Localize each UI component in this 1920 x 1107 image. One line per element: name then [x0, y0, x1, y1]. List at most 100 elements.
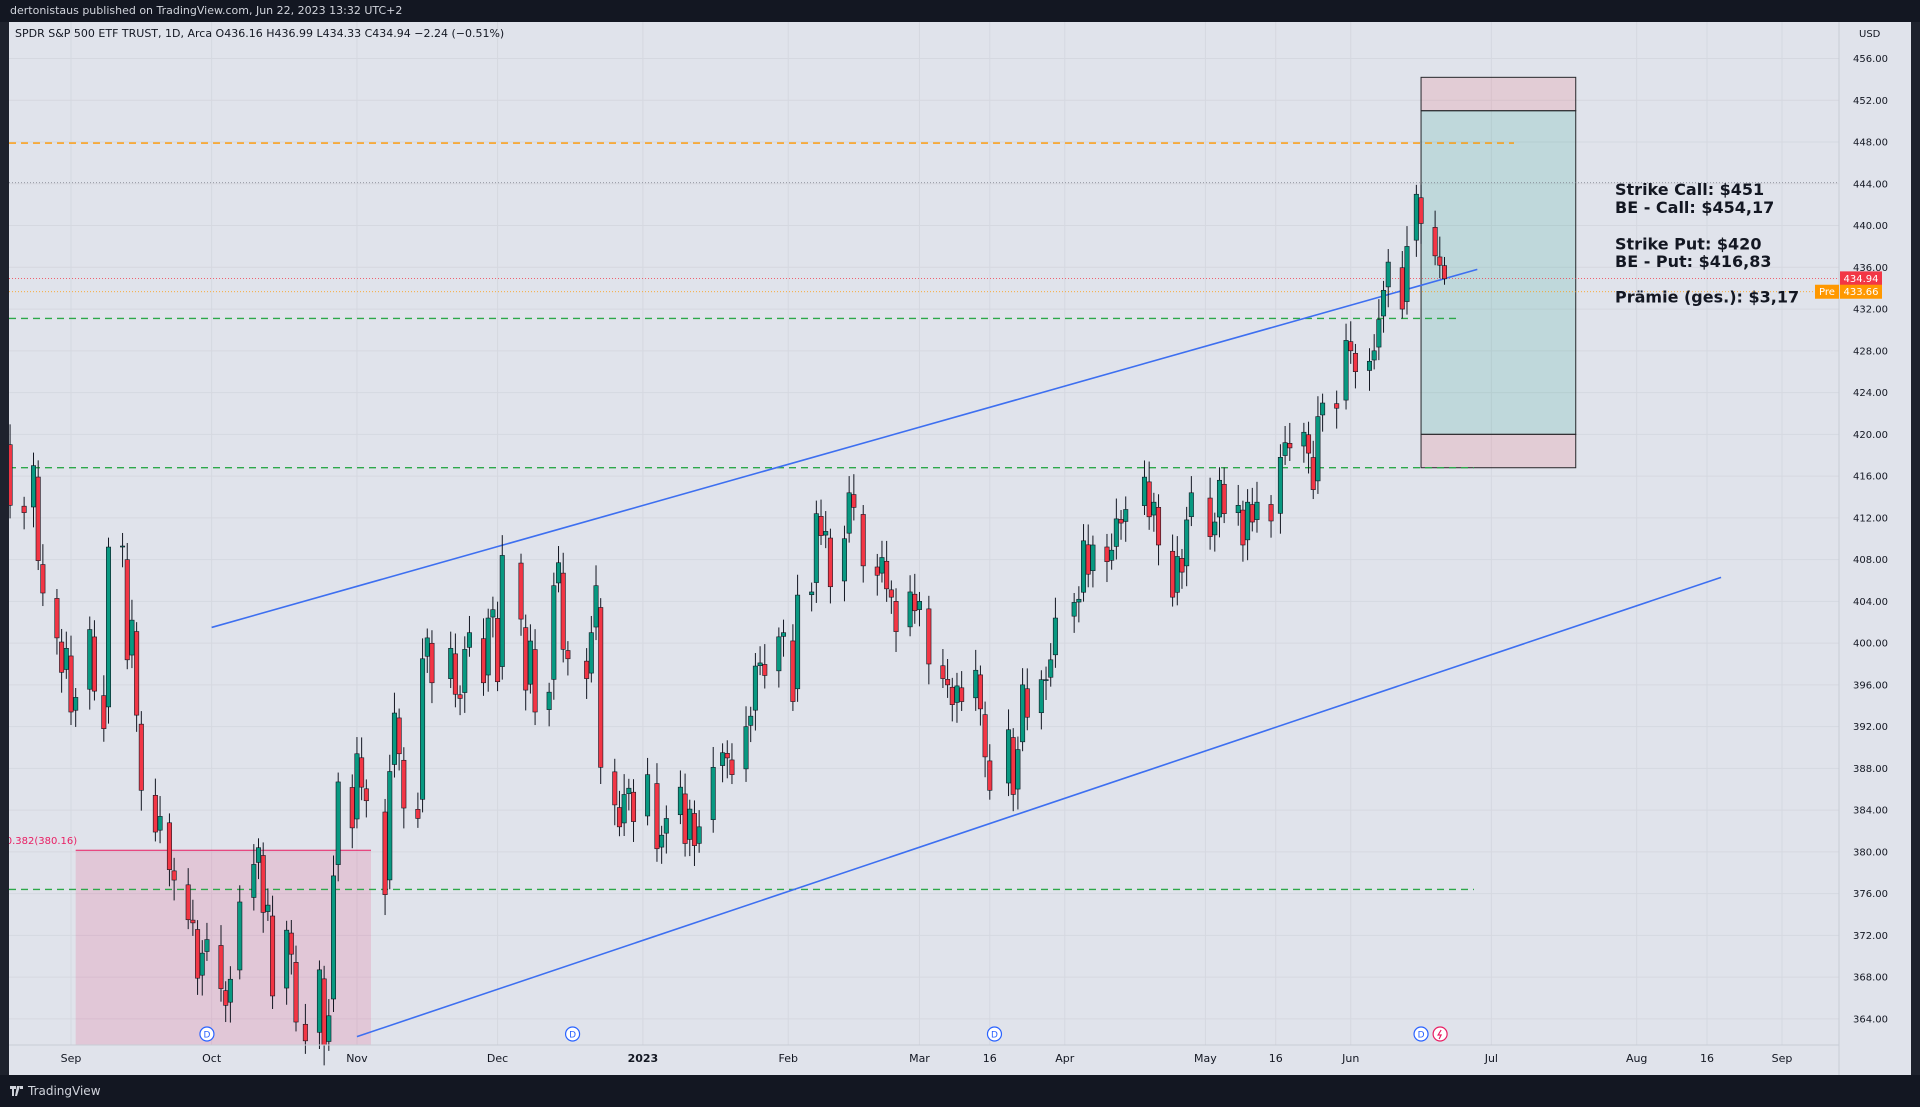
- x-tick-label: 16: [983, 1052, 997, 1065]
- candle: [1310, 440, 1316, 500]
- dividend-marker[interactable]: [1413, 1026, 1429, 1042]
- candle-body: [973, 669, 979, 699]
- candle: [485, 608, 491, 692]
- brand-name: TradingView: [28, 1084, 101, 1098]
- dividend-letter: D: [569, 1031, 576, 1041]
- y-tick-label: 388.00: [1853, 764, 1888, 775]
- candle-body: [916, 601, 922, 610]
- candle: [654, 763, 660, 862]
- candle-body: [91, 636, 97, 692]
- candle: [157, 796, 163, 844]
- candle: [1268, 495, 1274, 538]
- split-marker[interactable]: [1432, 1026, 1448, 1042]
- candle-body: [1038, 679, 1044, 714]
- candle: [466, 615, 472, 657]
- candle-body: [101, 695, 107, 730]
- candle: [499, 535, 505, 680]
- candle-body: [157, 816, 163, 831]
- dividend-marker[interactable]: [986, 1026, 1003, 1042]
- candle: [218, 925, 224, 1002]
- candle-body: [185, 884, 191, 921]
- candle-body: [129, 619, 135, 656]
- time-axis: Sep Oct Nov Dec 2023 Feb Mar 16 Apr May 16 Jun Jul Au…: [9, 1044, 1839, 1065]
- candle-body: [316, 969, 322, 1033]
- candle: [1334, 390, 1340, 429]
- candle-body: [654, 783, 660, 850]
- grid: [9, 22, 1839, 1045]
- candle-body: [621, 794, 627, 824]
- y-tick-label: 440.00: [1853, 221, 1888, 232]
- candle-body: [1141, 476, 1147, 506]
- candle-body: [420, 658, 426, 800]
- candle: [1306, 421, 1312, 474]
- candle-body: [485, 617, 491, 676]
- candle: [977, 665, 983, 726]
- candle: [166, 813, 172, 887]
- candle-body: [288, 932, 294, 955]
- candle-body: [63, 648, 69, 670]
- candle: [1221, 467, 1227, 524]
- candle: [527, 624, 533, 694]
- candle-body: [616, 807, 622, 828]
- candle-body: [977, 674, 983, 710]
- candle: [860, 505, 866, 583]
- candle-body: [659, 834, 665, 848]
- candle-body: [321, 978, 327, 1046]
- candle-body: [382, 811, 388, 895]
- candle: [1418, 184, 1424, 244]
- candle: [302, 1003, 308, 1054]
- y-tick-label: 436.00: [1853, 263, 1888, 274]
- candle: [1287, 422, 1293, 461]
- candle-body: [809, 591, 815, 596]
- candle: [1348, 321, 1354, 364]
- candle-body: [588, 632, 594, 674]
- candle-body: [54, 598, 60, 639]
- candle-body: [1188, 492, 1194, 517]
- dividend-marker[interactable]: [564, 1026, 581, 1042]
- candle: [556, 546, 562, 593]
- candle-body: [1268, 504, 1274, 522]
- candle: [199, 940, 205, 996]
- candle-body: [335, 781, 341, 865]
- candle: [1432, 210, 1438, 266]
- candle-body: [1118, 519, 1124, 524]
- candle-body: [199, 952, 205, 976]
- candle-body: [227, 978, 233, 1003]
- candle-body: [124, 559, 130, 661]
- candle: [1048, 643, 1054, 687]
- candle: [354, 737, 360, 829]
- dividend-marker[interactable]: [199, 1026, 215, 1042]
- candle-body: [743, 726, 749, 770]
- x-tick-label: Oct: [202, 1052, 222, 1065]
- candle-body: [724, 753, 730, 759]
- candle: [40, 544, 46, 607]
- candle-body: [204, 939, 210, 952]
- candle: [1249, 487, 1255, 532]
- candle: [171, 857, 177, 901]
- x-tick-label: May: [1194, 1052, 1217, 1065]
- candle-body: [87, 629, 93, 690]
- candle: [781, 619, 787, 657]
- candle: [1404, 226, 1410, 315]
- candle: [481, 618, 487, 696]
- candle: [612, 758, 618, 826]
- candle-body: [884, 560, 890, 590]
- candle: [1006, 709, 1012, 797]
- candle-body: [1301, 431, 1307, 447]
- candle-body: [696, 826, 702, 844]
- candle: [101, 675, 107, 742]
- candle-body: [195, 929, 201, 979]
- price-tag-label-bg: [1815, 284, 1839, 299]
- candle: [940, 649, 946, 688]
- candle: [743, 706, 749, 782]
- candle-body: [1441, 265, 1447, 280]
- candle: [331, 855, 337, 1013]
- y-tick-label: 432.00: [1853, 305, 1888, 316]
- candle-body: [1090, 544, 1096, 572]
- y-tick-label: 396.00: [1853, 680, 1888, 691]
- candle-body: [457, 694, 463, 699]
- candle-body: [874, 566, 880, 576]
